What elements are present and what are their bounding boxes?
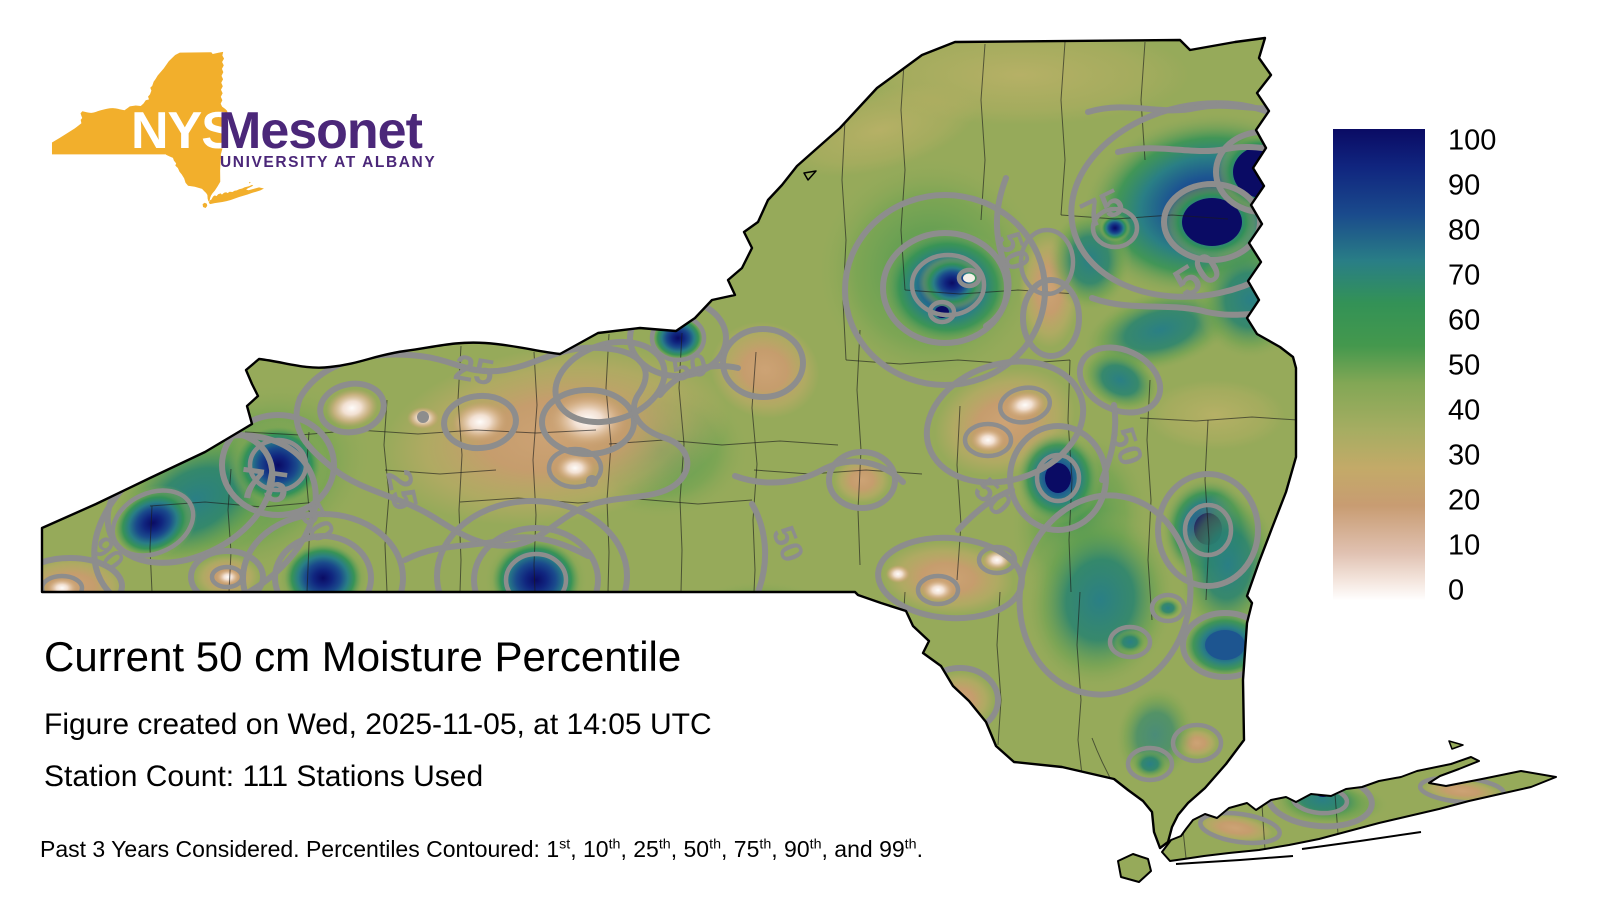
logo-tagline-text: UNIVERSITY AT ALBANY <box>220 154 436 171</box>
percentile-colorbar <box>1333 129 1425 600</box>
ordinal-superscript: th <box>709 836 721 853</box>
figure-created-timestamp: Figure created on Wed, 2025-11-05, at 14… <box>44 708 712 741</box>
ordinal-superscript: st <box>559 836 571 853</box>
ordinal-superscript: th <box>658 836 671 853</box>
nys-mesonet-logo: NYS Mesonet UNIVERSITY AT ALBANY <box>52 52 436 208</box>
colorbar-tick-label: 50 <box>1448 349 1481 382</box>
barrier-islands <box>1175 831 1422 865</box>
station-count-line: Station Count: 111 Stations Used <box>44 760 484 793</box>
colorbar-tick-label: 80 <box>1448 214 1481 247</box>
figure-title: Current 50 cm Moisture Percentile <box>44 633 682 680</box>
colorbar-tick-label: 90 <box>1448 169 1481 202</box>
ordinal-superscript: th <box>809 836 822 853</box>
logo-nys-text: NYS <box>131 102 235 160</box>
colorbar-tick-label: 30 <box>1448 439 1481 472</box>
colorbar-tick-label: 10 <box>1448 529 1481 562</box>
ordinal-superscript: th <box>759 836 772 853</box>
colorbar-tick-label: 70 <box>1448 259 1481 292</box>
contour-label-25: 25 <box>451 346 498 393</box>
ordinal-superscript: th <box>904 836 917 853</box>
logo-mesonet-text: Mesonet <box>218 102 423 160</box>
percentiles-footnote: Past 3 Years Considered. Percentiles Con… <box>40 836 923 862</box>
colorbar-tick-label: 100 <box>1448 124 1497 157</box>
contour-label-25: 25 <box>378 466 426 514</box>
colorbar-tick-label: 60 <box>1448 304 1481 337</box>
contour-label-50: 50 <box>669 346 711 389</box>
colorbar-tick-label: 40 <box>1448 394 1481 427</box>
colorbar-tick-label: 0 <box>1448 574 1465 607</box>
contour-label-75: 75 <box>236 458 291 513</box>
colorbar-tick-label: 20 <box>1448 484 1481 517</box>
ordinal-superscript: th <box>608 836 621 853</box>
